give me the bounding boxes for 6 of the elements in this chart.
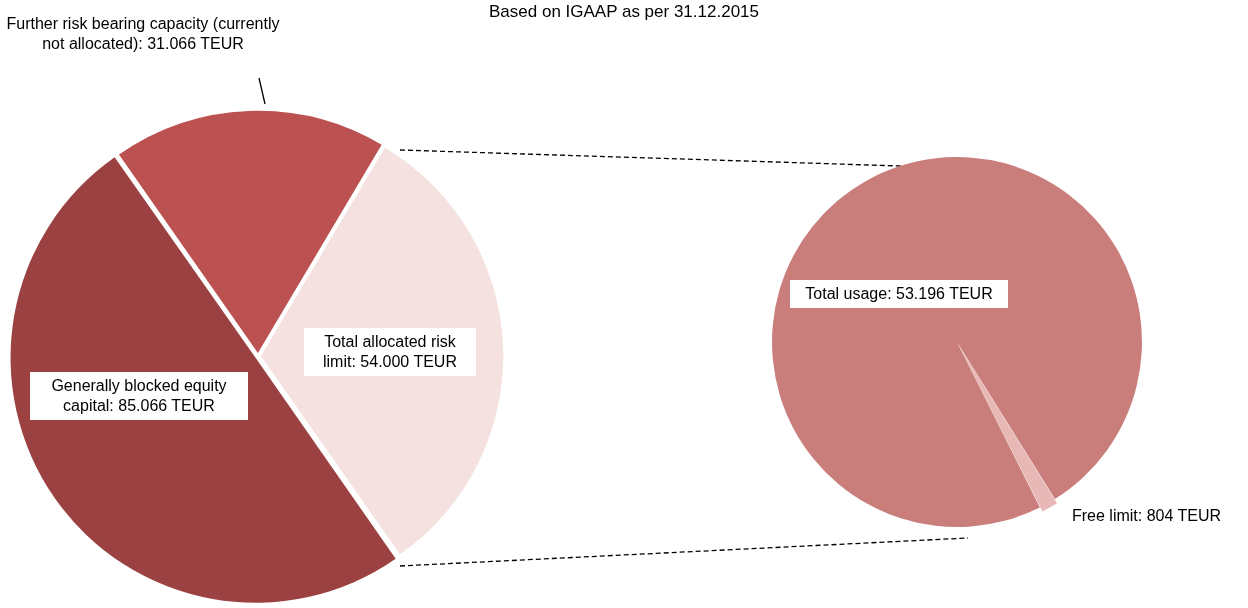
slice-label: Generally blocked equity capital: 85.066 TEUR xyxy=(30,372,248,420)
slice-label: Total allocated risk limit: 54.000 TEUR xyxy=(304,328,476,376)
slice-label: Total usage: 53.196 TEUR xyxy=(790,280,1008,308)
slice-label: Free limit: 804 TEUR xyxy=(1072,506,1223,526)
text: Based on IGAAP as per 31.12.2015 xyxy=(489,2,759,21)
slice-label: Further risk bearing capacity (currently not allocated): 31.066 TEUR xyxy=(5,14,281,54)
